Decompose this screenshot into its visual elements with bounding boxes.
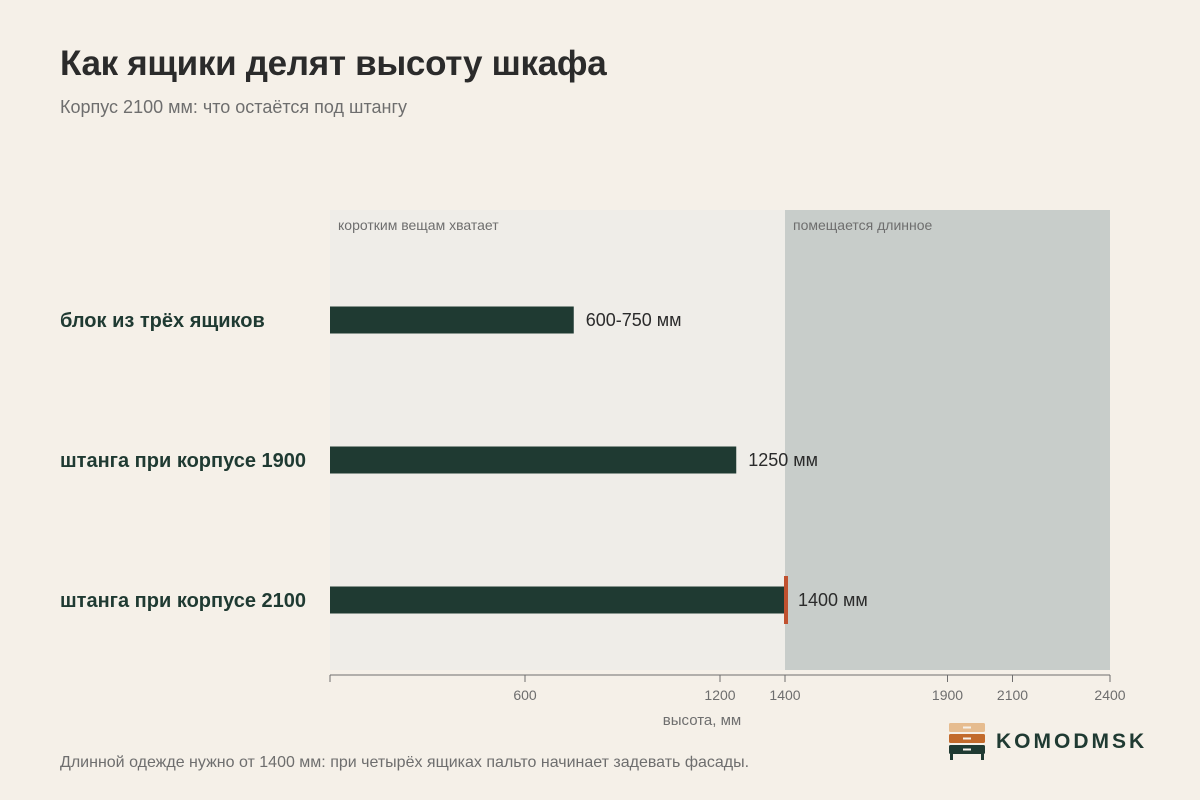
brand-name: KOMODMSK [996, 730, 1148, 753]
x-tick-label: 600 [513, 687, 537, 703]
x-axis-title: высота, мм [663, 712, 741, 729]
threshold-marker [784, 576, 788, 624]
value-label: 1250 мм [748, 450, 818, 470]
zone-label-1: коротким вещам хватает [338, 217, 499, 233]
bar [330, 306, 574, 334]
brand-logo: KOMODMSK [948, 722, 1147, 762]
x-tick-label: 1400 [769, 687, 800, 703]
bar [330, 446, 737, 474]
x-tick-label: 1200 [704, 687, 735, 703]
zone-band-2 [785, 210, 1110, 670]
value-label: 600-750 мм [586, 310, 682, 330]
category-label: штанга при корпусе 2100 [60, 590, 306, 612]
value-label: 1400 мм [798, 590, 868, 610]
x-tick-label: 2100 [997, 687, 1028, 703]
dresser-icon [949, 723, 985, 760]
bar [330, 586, 785, 614]
category-label: блок из трёх ящиков [60, 310, 265, 332]
zone-label-2: помещается длинное [793, 217, 933, 233]
chart-title: Как ящики делят высоту шкафа [60, 44, 607, 83]
x-tick-label: 2400 [1094, 687, 1125, 703]
category-label: штанга при корпусе 1900 [60, 450, 306, 472]
chart-subtitle: Корпус 2100 мм: что остаётся под штангу [60, 97, 408, 117]
footnote: Длинной одежде нужно от 1400 мм: при чет… [60, 754, 750, 771]
x-tick-label: 1900 [932, 687, 963, 703]
